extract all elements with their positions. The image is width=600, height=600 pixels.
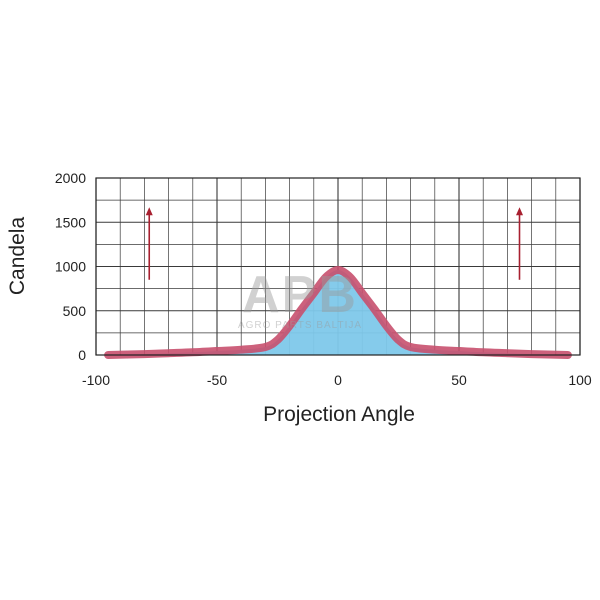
x-tick-label: -50 (207, 372, 227, 388)
y-tick-label: 500 (63, 303, 87, 319)
annotation-arrow-head (516, 207, 523, 216)
annotation-arrow-head (145, 207, 153, 216)
plot-border (95, 177, 581, 356)
light-distribution-curve (104, 266, 572, 359)
y-tick-label: 1000 (55, 259, 86, 275)
watermark-subtitle: AGRO PARTS BALTIJA (238, 320, 362, 331)
y-axis-title: Candela (6, 217, 29, 296)
x-tick-label: 100 (568, 372, 592, 388)
x-tick-labels: -100 -50 0 50 100 (82, 372, 592, 388)
x-tick-label: -100 (82, 372, 110, 388)
y-tick-label: 0 (78, 347, 86, 363)
watermark-logo: APB AGRO PARTS BALTIJA (238, 266, 362, 331)
y-tick-label: 1500 (55, 214, 86, 230)
x-axis-title: Projection Angle (263, 403, 415, 426)
y-tick-label: 2000 (55, 170, 86, 186)
x-tick-label: 50 (451, 372, 467, 388)
annotation-arrows (145, 207, 523, 280)
light-distribution-area (108, 270, 568, 355)
y-tick-labels: 2000 1500 1000 500 0 (55, 170, 86, 363)
watermark-logo-text: APB (242, 266, 358, 324)
x-tick-label: 0 (334, 372, 342, 388)
